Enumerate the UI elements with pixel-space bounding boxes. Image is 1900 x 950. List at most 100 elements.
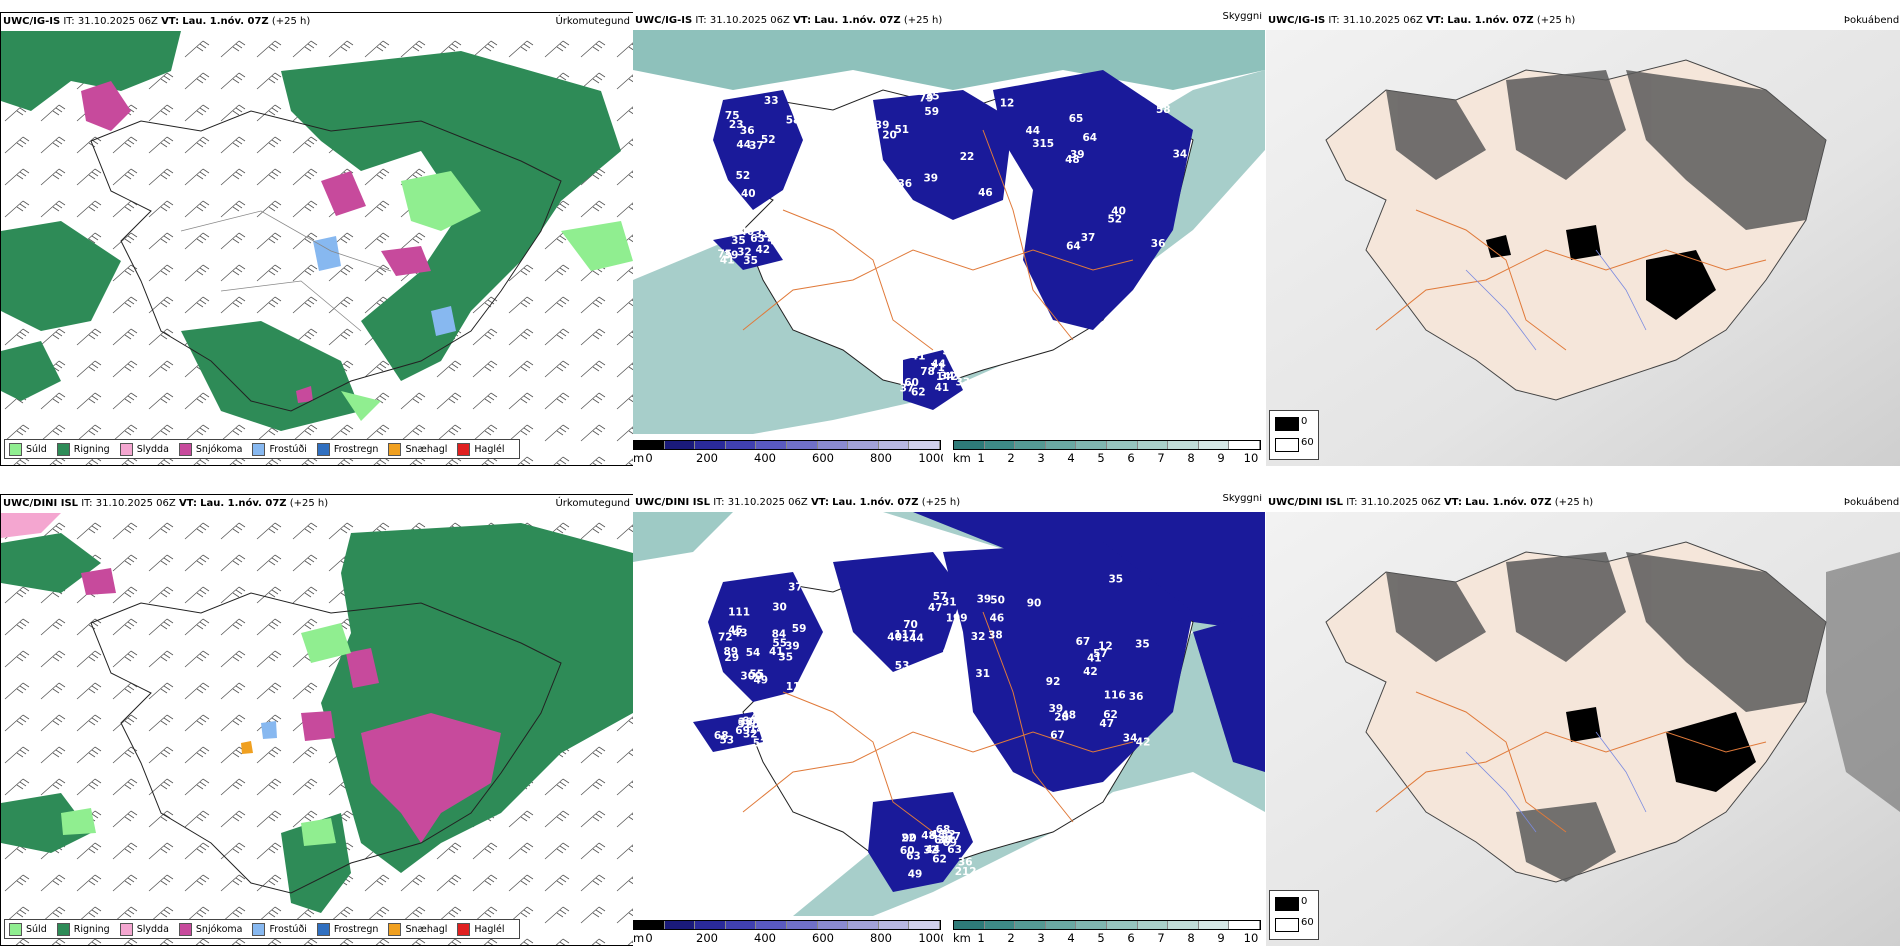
cloud-base-value: 116 [1104,690,1126,702]
legend-swatch [252,442,266,456]
cloud-base-value: 53 [720,734,735,746]
visibility-tick: 10 [1243,451,1259,465]
colorbar-segment [1045,441,1077,449]
colorbar-segment [1168,441,1199,449]
cloud-base-value: 58 [1156,104,1171,116]
cloudbase-colorbar: m 0 200 400 600 800 1000 [633,438,953,465]
legend-label: Rigning [73,923,110,935]
cloud-base-value: 68 [936,824,951,836]
fog-legend-label: 60 [1301,437,1314,448]
valid-time: Lau. 1.nóv. 07Z [814,15,901,26]
cloudbase-unit: m [633,451,645,465]
cloud-base-value: 48 [1062,710,1077,722]
cloud-base-value: 59 [767,732,782,744]
cloud-base-value: 42 [1136,737,1151,749]
legend-swatch [119,442,133,456]
cloud-base-value: 76 [934,666,949,678]
cloud-base-value: 34 [937,834,952,846]
cloud-base-value: 59 [792,623,807,635]
cloud-base-value: 53 [895,660,910,672]
visibility-tick: 4 [1067,451,1075,465]
cloud-base-value: 44 [931,359,946,371]
cloud-base-value: 12 [1000,98,1015,110]
cloudbase-map: 1111171169059111539269663031284814729324… [633,512,1265,916]
cloud-base-value: 62 [911,386,926,398]
colorbar-segment [848,441,879,449]
init-label: IT: [695,15,707,26]
cloud-base-value: 124 [789,192,811,204]
legend-item: Haglél [457,442,505,456]
cloudbase-tick: 0 [645,451,653,465]
fog-index-legend: 0 60 [1269,890,1319,940]
cloud-base-value: 36 [1151,238,1166,250]
cloud-base-value: 42 [1083,666,1098,678]
cloud-base-value: 70 [903,619,918,631]
legend-label: Haglél [474,923,505,935]
cloudbase-colorbar-bar [633,920,941,930]
legend-swatch [457,922,471,936]
cloud-base-value: 35 [743,255,758,267]
visibility-tick: 7 [1157,451,1165,465]
visibility-tick: 8 [1187,451,1195,465]
model-name: UWC/IG-IS [3,16,61,27]
colorbar-segment [878,921,910,929]
cloud-base-value: 31 [975,668,990,680]
colorbar-segment [1198,441,1230,449]
init-time: 31.10.2025 06Z [1360,497,1441,508]
cloud-base-value: 75 [718,248,733,260]
cloud-base-value: 32 [755,229,770,241]
visibility-tick: 7 [1157,931,1165,945]
visibility-tick: 6 [1127,451,1135,465]
cloud-base-value: 62 [932,853,947,865]
cloud-base-value: 64 [934,835,949,847]
panel-title: Úrkomutegund [555,498,630,509]
cloud-base-value: 44 [925,844,940,856]
legend-item: Snjókoma [178,922,242,936]
cloud-base-value: 57 [933,591,948,603]
colorbar-segment [1076,921,1107,929]
cloud-base-value: 48 [751,711,766,723]
fog-index-panel-row1: UWC/IG-IS IT: 31.10.2025 06Z VT: Lau. 1.… [1266,12,1900,466]
colorbar-segment [1137,921,1169,929]
cloud-base-value: 34 [1123,732,1138,744]
legend-label: Haglél [474,443,505,455]
cloudbase-map: 1242058786332596460354036654442753534142… [633,30,1265,434]
valid-time: Lau. 1.nóv. 07Z [1447,15,1534,26]
cloud-base-value: 36 [740,125,755,137]
visibility-tick: 1 [977,451,985,465]
visibility-tick: 2 [1007,451,1015,465]
legend-swatch [56,442,70,456]
colorbar-segment [984,441,1016,449]
legend-label: Súld [26,923,47,935]
cloud-base-value: 41 [911,350,926,362]
cloud-base-value: 37 [1081,232,1096,244]
model-name: UWC/DINI ISL [1268,497,1344,508]
cloud-base-value: 51 [895,124,910,136]
colorbar-segment [1137,441,1169,449]
cloud-base-value: 59 [924,106,939,118]
cloud-base-value: 56 [942,345,957,357]
cloud-base-value: 63 [906,850,921,862]
lead-time: (+25 h) [271,16,311,27]
cloud-base-value: 23 [729,119,744,131]
colorbar-segment [664,921,696,929]
cloudbase-tick: 200 [696,451,718,465]
visibility-tick: 9 [1217,451,1225,465]
cloud-base-value: 41 [935,382,950,394]
cloudbase-visibility-panel-row2: UWC/DINI ISL IT: 31.10.2025 06Z VT: Lau.… [633,494,1265,946]
cloudbase-tick: 800 [870,931,892,945]
cloud-base-value: 45 [728,625,743,637]
lead-time: (+25 h) [1536,15,1576,26]
cloudbase-unit: m [633,931,645,945]
init-label: IT: [1328,15,1340,26]
colorbar-segment [1198,921,1230,929]
colorbar-segment [1106,441,1138,449]
cloud-base-value: 59 [752,718,767,730]
visibility-colorbar: km 1 2 3 4 5 6 7 8 9 10 [943,918,1263,945]
cloud-base-value: 44 [1026,125,1041,137]
visibility-tick: 5 [1097,451,1105,465]
cloud-base-value: 40 [720,187,735,199]
init-time: 31.10.2025 06Z [709,15,790,26]
lead-time: (+25 h) [903,15,943,26]
cloud-base-value: 52 [1108,213,1123,225]
